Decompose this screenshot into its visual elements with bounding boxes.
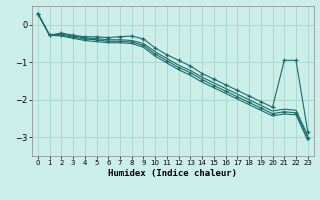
X-axis label: Humidex (Indice chaleur): Humidex (Indice chaleur) (108, 169, 237, 178)
